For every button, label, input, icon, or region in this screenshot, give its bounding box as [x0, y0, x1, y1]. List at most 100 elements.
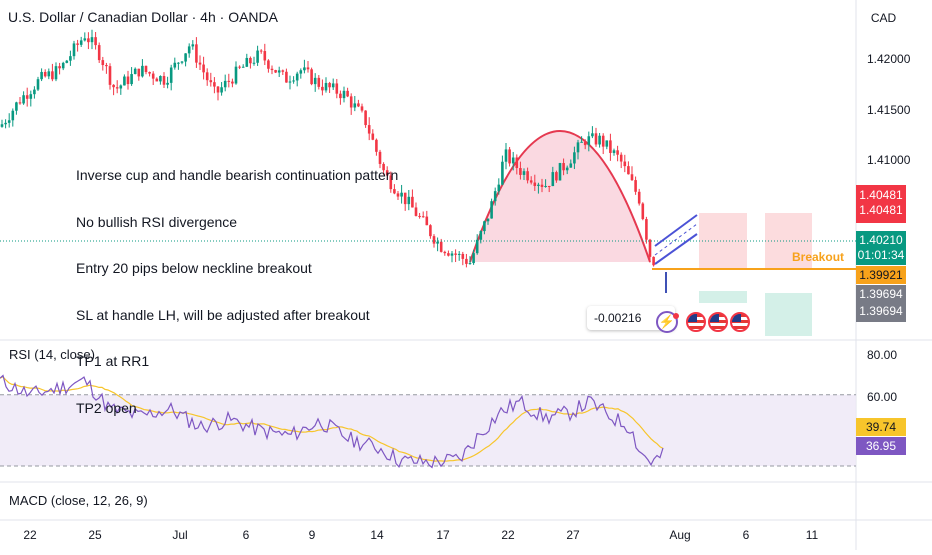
candle-body: [339, 93, 342, 99]
time-tick: 14: [370, 528, 384, 542]
candle-body: [486, 218, 490, 222]
candle-body: [447, 253, 450, 256]
candle-body: [346, 90, 349, 97]
candle-body: [511, 157, 515, 164]
candle-body: [130, 74, 133, 85]
candle-body: [267, 60, 270, 69]
macd-label[interactable]: MACD (close, 12, 26, 9): [9, 493, 148, 508]
candle-body: [598, 135, 601, 145]
candle-body: [144, 65, 148, 73]
candle-body: [461, 253, 465, 259]
candle-body: [151, 73, 155, 79]
candle-body: [238, 66, 241, 68]
candle-body: [331, 83, 335, 88]
candle-body: [522, 171, 526, 175]
price-tick: 1.41500: [867, 103, 911, 117]
candle-body: [526, 171, 529, 181]
note-line: SL at handle LH, will be adjusted after …: [76, 306, 370, 323]
candle-body: [357, 103, 360, 107]
candle-body: [565, 167, 569, 171]
candle-body: [65, 60, 69, 63]
candle-body: [292, 80, 295, 82]
candle-body: [133, 68, 137, 75]
candle-body: [87, 38, 90, 43]
candle-body: [483, 221, 486, 232]
currency-button[interactable]: CAD: [870, 11, 897, 25]
candle-body: [407, 196, 411, 205]
candle-body: [18, 102, 22, 104]
us-flag-icon[interactable]: [730, 312, 750, 332]
candle-body: [274, 70, 277, 73]
note-line: TP1 at RR1: [76, 353, 150, 369]
candle-body: [313, 77, 317, 85]
trade-notes[interactable]: Inverse cup and handle bearish continuat…: [76, 137, 398, 447]
candle-body: [465, 258, 468, 264]
us-flag-icon[interactable]: [708, 312, 728, 332]
position-value-badge[interactable]: -0.00216: [587, 306, 675, 330]
stop-price: 1.40481: [859, 188, 903, 202]
candle-body: [119, 85, 123, 89]
candle-body: [234, 66, 238, 84]
candle-body: [277, 70, 281, 73]
candle-body: [515, 157, 519, 169]
stop-loss-tag: 1.40481 1.40481: [856, 185, 906, 223]
candle-body: [569, 163, 573, 168]
rsi-tick: 80.00: [867, 348, 898, 362]
candle-body: [58, 66, 61, 69]
candle-body: [634, 180, 637, 192]
candle-body: [198, 62, 202, 65]
candle-body: [205, 72, 209, 81]
time-tick: Jul: [172, 528, 188, 542]
candle-body: [403, 192, 407, 205]
bar-countdown: 01:01:34: [857, 248, 905, 262]
candle-body: [411, 196, 414, 208]
channel-lower: [654, 233, 698, 265]
candle-body: [547, 185, 551, 187]
candle-body: [400, 192, 403, 197]
candle-body: [270, 68, 274, 71]
candle-body: [295, 73, 299, 81]
candle-body: [299, 70, 303, 74]
candle-body: [321, 86, 324, 91]
time-tick: 11: [805, 528, 819, 542]
candle-body: [396, 193, 400, 197]
candle-body: [504, 149, 508, 162]
candle-body: [169, 67, 173, 83]
price-tick: 1.42000: [867, 52, 911, 66]
candle-body: [33, 89, 36, 95]
candle-body: [112, 84, 115, 88]
time-tick: 27: [566, 528, 580, 542]
target-zone: [699, 291, 747, 303]
rsi-label[interactable]: RSI (14, close): [9, 347, 95, 362]
candle-body: [436, 241, 439, 244]
time-tick: Aug: [669, 528, 691, 542]
candle-body: [529, 180, 533, 183]
symbol-title[interactable]: U.S. Dollar / Canadian Dollar · 4h · OAN…: [8, 9, 278, 25]
candle-body: [223, 80, 227, 88]
target-price-tag: 1.39694 1.39694: [856, 285, 906, 322]
candle-body: [364, 110, 367, 126]
candle-body: [288, 81, 292, 83]
candle-body: [259, 50, 263, 52]
rsi-ma-tag: 39.74: [856, 418, 906, 436]
target-zone: [765, 293, 812, 336]
us-flag-icon[interactable]: [686, 312, 706, 332]
candle-body: [36, 79, 40, 90]
candle-body: [54, 66, 58, 80]
candle-body: [126, 76, 130, 85]
rsi-tick: 60.00: [867, 390, 898, 404]
candle-body: [439, 241, 443, 252]
candle-body: [479, 231, 483, 240]
breakout-label[interactable]: Breakout: [792, 250, 845, 264]
lightning-icon[interactable]: ⚡: [656, 311, 678, 333]
candle-body: [303, 67, 306, 71]
candle-body: [609, 140, 612, 153]
candle-body: [47, 71, 51, 77]
candle-body: [648, 239, 652, 257]
candle-body: [619, 154, 623, 162]
candle-body: [4, 122, 7, 125]
candle-body: [378, 151, 382, 164]
candle-body: [101, 60, 105, 66]
